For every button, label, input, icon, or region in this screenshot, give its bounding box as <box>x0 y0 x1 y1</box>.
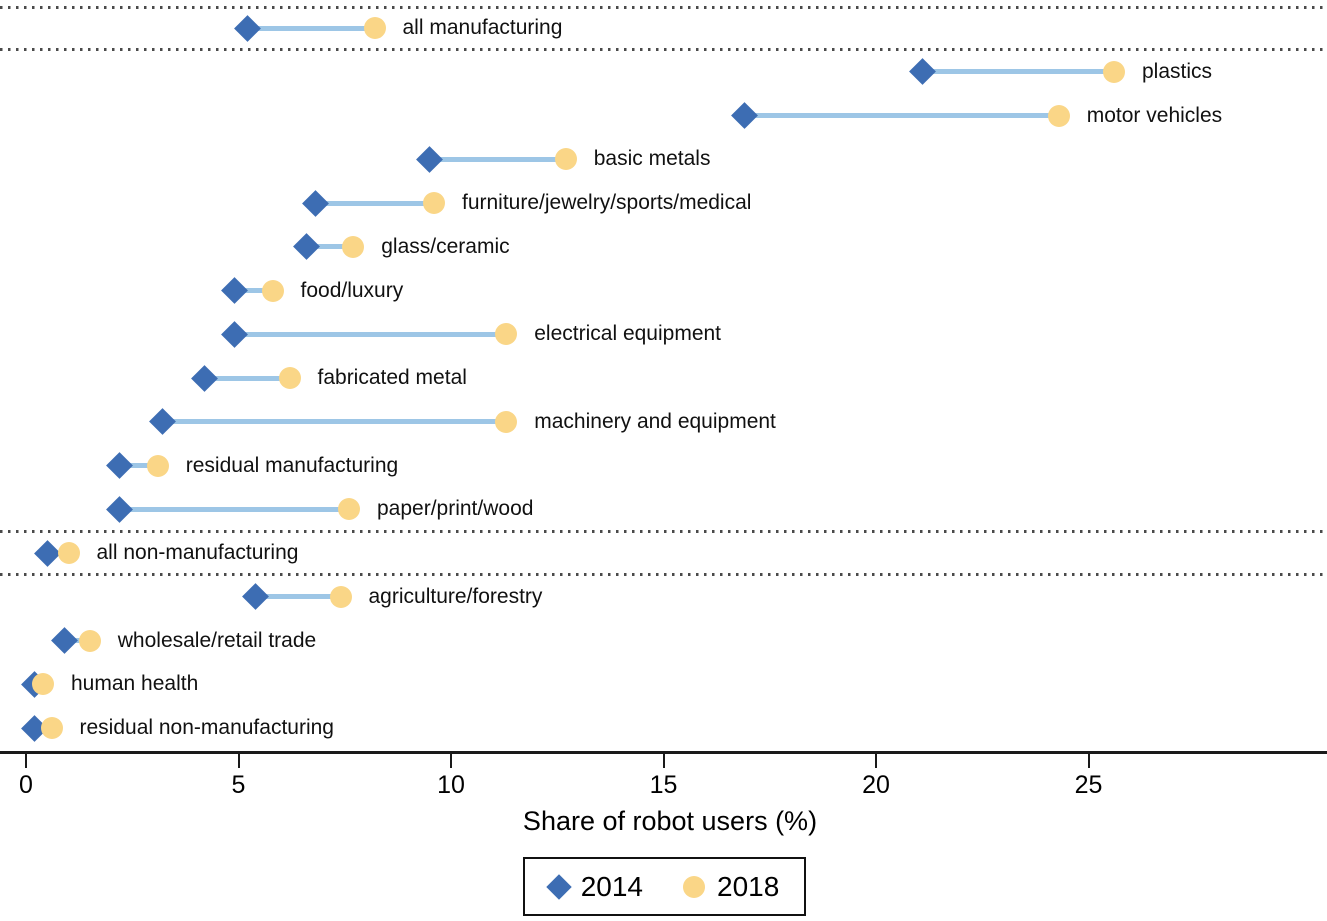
marker-2018-circle <box>1103 60 1125 83</box>
marker-2014-diamond <box>242 583 269 611</box>
category-label: glass/ceramic <box>381 234 510 258</box>
connector-line <box>315 200 434 206</box>
marker-2014-diamond <box>50 627 78 654</box>
marker-2014-diamond <box>191 364 218 392</box>
x-tick-label: 5 <box>231 771 246 799</box>
category-label: agriculture/forestry <box>368 584 543 608</box>
marker-2018-circle <box>423 192 445 214</box>
marker-2018-circle <box>1047 104 1070 127</box>
connector-line <box>247 25 375 31</box>
marker-2014-diamond <box>220 277 248 304</box>
x-tick-label: 10 <box>437 771 465 799</box>
category-label: all non-manufacturing <box>96 541 299 564</box>
category-label: machinery and equipment <box>534 409 776 433</box>
category-label: basic metals <box>593 147 711 171</box>
legend-2018-circle-icon <box>683 875 705 898</box>
marker-2014-diamond <box>416 145 444 173</box>
x-tick-label: 20 <box>862 771 890 799</box>
marker-2014-diamond <box>301 189 329 217</box>
category-label: furniture/jewelry/sports/medical <box>462 191 752 214</box>
x-tick-label: 15 <box>649 771 678 799</box>
category-label: human health <box>71 672 199 696</box>
marker-2018-circle <box>342 235 365 258</box>
x-tick <box>1087 753 1090 768</box>
marker-2018-circle <box>329 585 352 608</box>
marker-2018-circle <box>261 279 284 302</box>
category-label: residual manufacturing <box>185 453 399 477</box>
connector-line <box>306 244 354 250</box>
connector-line <box>744 113 1059 118</box>
marker-2018-circle <box>278 367 301 389</box>
marker-2014-diamond <box>33 539 61 567</box>
x-tick-label: 0 <box>19 771 33 799</box>
x-axis-title: Share of robot users (%) <box>522 806 818 836</box>
marker-2014-diamond <box>233 14 261 42</box>
marker-2014-diamond <box>220 320 248 348</box>
category-label: fabricated metal <box>317 366 467 389</box>
connector-line <box>234 288 273 293</box>
x-tick <box>875 753 877 768</box>
legend-2018-label: 2018 <box>717 870 780 902</box>
marker-2014-diamond <box>106 452 133 479</box>
x-axis-line <box>0 751 1327 754</box>
x-tick <box>25 753 27 768</box>
connector-line <box>162 419 507 425</box>
category-label: paper/print/wood <box>377 497 534 521</box>
marker-2018-circle <box>495 323 518 346</box>
category-label: residual non-manufacturing <box>79 716 334 739</box>
category-label: motor vehicles <box>1086 103 1223 127</box>
category-label: electrical equipment <box>534 322 722 346</box>
marker-2014-diamond <box>106 495 133 523</box>
marker-2018-circle <box>338 498 360 521</box>
marker-2014-diamond <box>293 233 320 261</box>
dotted-separator <box>0 48 1327 52</box>
marker-2018-circle <box>57 542 80 564</box>
marker-2018-circle <box>32 673 54 696</box>
x-tick <box>662 753 665 768</box>
marker-2018-circle <box>78 629 101 652</box>
legend-2014-diamond-icon <box>545 873 572 900</box>
dotted-separator <box>0 5 1327 9</box>
category-label: wholesale/retail trade <box>117 628 317 652</box>
connector-line <box>204 375 290 381</box>
connector-line <box>429 156 566 162</box>
marker-2018-circle <box>146 454 169 477</box>
category-label: food/luxury <box>300 278 404 302</box>
x-tick-label: 25 <box>1074 771 1103 799</box>
marker-2018-circle <box>554 148 577 171</box>
marker-2018-circle <box>363 17 386 39</box>
marker-2014-diamond <box>148 408 176 436</box>
category-label: all manufacturing <box>402 16 563 39</box>
connector-line <box>234 331 507 337</box>
x-tick <box>237 753 240 768</box>
x-tick <box>450 753 452 768</box>
legend-2014-label: 2014 <box>580 870 643 902</box>
dotted-separator <box>0 573 1327 577</box>
marker-2018-circle <box>40 717 63 739</box>
legend: 2014 2018 <box>523 857 806 916</box>
marker-2018-circle <box>495 410 518 433</box>
marker-2014-diamond <box>730 102 758 129</box>
connector-line <box>119 506 349 512</box>
marker-2014-diamond <box>909 58 937 86</box>
connector-line <box>922 69 1114 75</box>
connector-line <box>255 594 341 600</box>
category-label: plastics <box>1142 59 1213 83</box>
dotted-separator <box>0 529 1327 533</box>
connector-line <box>119 463 158 468</box>
